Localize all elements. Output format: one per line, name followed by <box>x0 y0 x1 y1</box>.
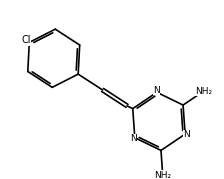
Text: N: N <box>183 130 190 139</box>
Text: N: N <box>130 134 137 143</box>
Text: NH₂: NH₂ <box>154 171 171 179</box>
Text: Cl: Cl <box>21 35 30 45</box>
Text: N: N <box>153 86 160 95</box>
Text: NH₂: NH₂ <box>195 87 212 96</box>
